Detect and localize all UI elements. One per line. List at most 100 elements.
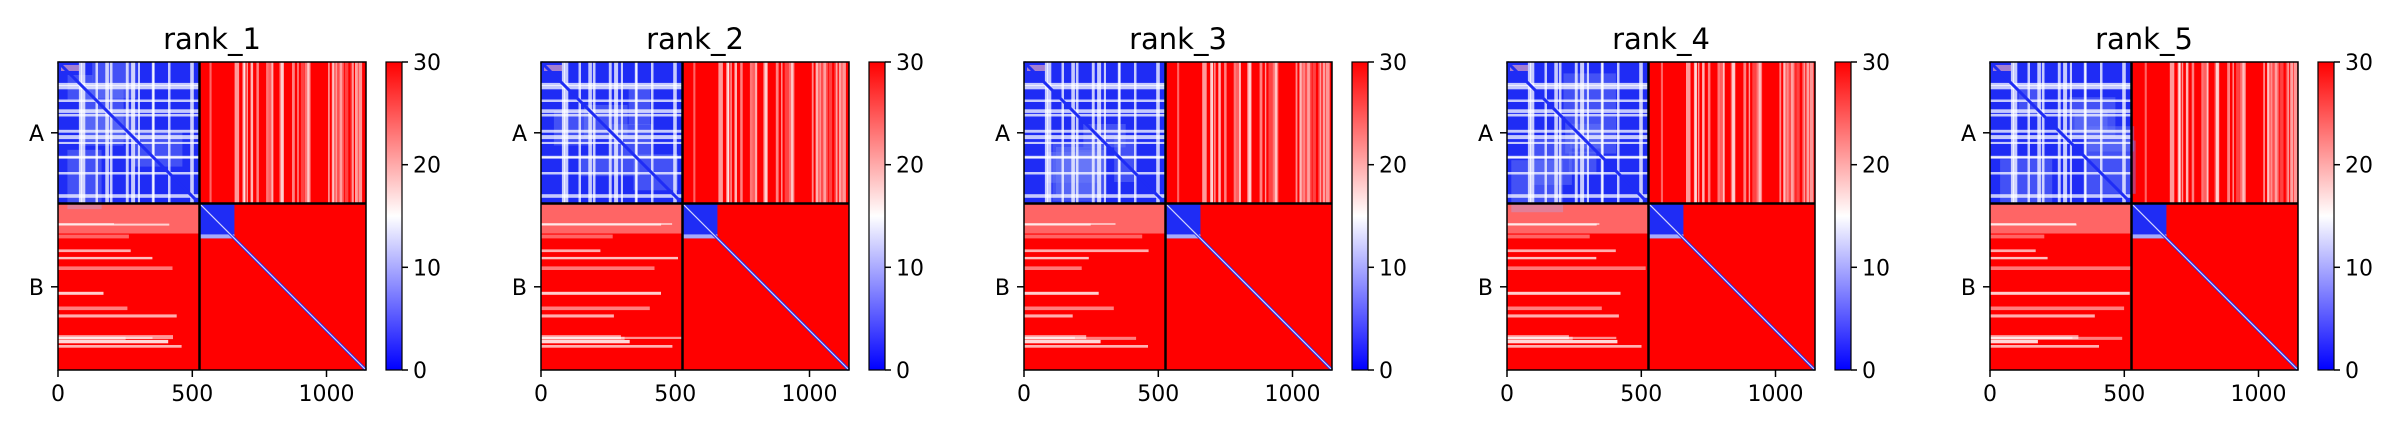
block-a-b-stripe: [266, 62, 269, 204]
x-tick-label: 500: [2103, 382, 2145, 407]
block-b-a-stripe: [1024, 291, 1099, 295]
x-tick-label: 1000: [1748, 382, 1804, 407]
heatmap-panel: rank_1 0 500 1000 A B 0 10 20 30: [29, 22, 441, 407]
block-a-a-gap-line: [1507, 155, 1649, 159]
block-a-a-gap-line: [58, 85, 200, 90]
block-b-a-stripe: [58, 256, 153, 260]
colorbar-tick-label: 20: [1379, 154, 1407, 179]
block-a-b-stripe: [328, 62, 330, 204]
block-a-b-stripe: [2185, 62, 2189, 204]
block-a-b-stripe: [816, 62, 821, 204]
block-a-a-gap-line: [620, 62, 623, 204]
block-a-a-gap-line: [137, 62, 140, 204]
block-a-b-stripe: [835, 62, 838, 204]
block-a-b-stripe: [2181, 62, 2184, 204]
block-a-b-stripe: [355, 62, 358, 204]
block-b-a-band: [541, 203, 683, 234]
block-a-b-stripe: [1202, 62, 1207, 204]
block-a-b-stripe: [764, 62, 768, 204]
block-b-a-stripe: [541, 223, 673, 225]
block-b-a-stripe: [1990, 234, 2045, 239]
x-tick-label: 1000: [782, 382, 838, 407]
panel-title: rank_1: [163, 22, 261, 56]
heatmap-panel: rank_4 0 500 1000 A B 0 10 20 30: [1478, 22, 1890, 407]
block-b-a-stripe: [541, 291, 661, 295]
block-a-b-stripe: [1693, 62, 1697, 204]
block-a-a-gap-line: [1024, 135, 1166, 140]
block-b-b-domain-edge: [199, 234, 235, 239]
chain-tick-label: B: [995, 276, 1010, 301]
block-a-a-gap-line: [1024, 155, 1166, 159]
block-a-a-gap-line: [1507, 85, 1649, 90]
block-a-b-stripe: [1732, 62, 1736, 204]
block-b-a-stripe: [1024, 249, 1149, 253]
block-a-b-stripe: [339, 62, 345, 204]
block-a-b-stripe: [1707, 62, 1711, 204]
block-a-b-stripe: [2290, 62, 2294, 204]
block-a-b-stripe: [1756, 62, 1760, 204]
panel-title: rank_5: [2095, 22, 2193, 56]
block-a-b-stripe: [2227, 62, 2230, 204]
block-a-a-gap-line: [2100, 62, 2103, 204]
block-a-a-gap-line: [541, 141, 683, 144]
block-a-a-gap-line: [58, 141, 200, 144]
block-a-b-stripe: [1660, 62, 1663, 204]
block-a-b-stripe: [2169, 62, 2175, 204]
x-tick-label: 1000: [299, 382, 355, 407]
block-a-b-stripe: [2191, 62, 2195, 204]
block-a-a-gap-line: [58, 135, 200, 140]
block-b-a-band: [1024, 203, 1166, 234]
chain-tick-label: A: [1961, 122, 1976, 147]
block-a-b-stripe: [271, 62, 274, 204]
block-b-a-stripe: [541, 314, 614, 318]
block-a-a-gap-line: [1117, 62, 1121, 204]
block-a-b-stripe: [838, 62, 842, 204]
block-a-b-stripe: [339, 62, 343, 204]
block-a-a-gap-line: [541, 135, 683, 140]
block-a-a-gap-line: [190, 62, 194, 204]
block-a-a-texture: [1532, 139, 1572, 185]
block-a-a-gap-line: [1024, 109, 1166, 113]
colorbar-tick-label: 30: [896, 51, 924, 76]
colorbar: [2317, 61, 2335, 371]
block-a-a-gap-line: [1990, 141, 2132, 144]
block-b-a-stripe: [58, 336, 153, 339]
block-b-b-domain-edge: [1165, 234, 1201, 239]
block-a-b-stripe: [1322, 62, 1326, 204]
block-a-a-gap-line: [1554, 62, 1558, 204]
block-a-b-stripe: [1326, 62, 1330, 204]
block-a-a-gap-line: [578, 62, 581, 204]
colorbar-tick-label: 0: [1379, 359, 1393, 384]
block-a-b-stripe: [1806, 62, 1810, 204]
colorbar-tick-label: 10: [413, 256, 441, 281]
block-a-b-stripe: [828, 62, 833, 204]
block-a-a-gap-line: [541, 194, 683, 198]
block-a-b-stripe: [815, 62, 818, 204]
block-a-a-gap-line: [1156, 62, 1160, 204]
block-a-b-stripe: [792, 62, 795, 204]
block-a-a-gap-line: [58, 113, 200, 117]
block-b-a-stripe: [1990, 291, 2130, 295]
block-b-a-stripe: [1024, 314, 1073, 318]
block-a-b-stripe: [2274, 62, 2280, 204]
block-a-b-stripe: [1809, 62, 1814, 204]
block-b-a-stripe: [58, 339, 169, 344]
block-a-b-stripe: [300, 62, 305, 204]
colorbar-tick-label: 0: [2345, 359, 2359, 384]
colorbar-tick-label: 10: [2345, 256, 2373, 281]
block-b-a-stripe: [1024, 345, 1148, 348]
block-a-a-gap-line: [1990, 109, 2132, 113]
block-b-a-stripe: [1507, 345, 1642, 348]
colorbar-tick-label: 0: [1862, 359, 1876, 384]
block-a-b-stripe: [2236, 62, 2240, 204]
heatmap-panel: rank_3 0 500 1000 A B 0 10 20 30: [995, 22, 1407, 407]
block-a-a-gap-line: [58, 172, 200, 175]
block-a-b-stripe: [1233, 62, 1237, 204]
diagonal-highlight: [199, 203, 367, 371]
block-a-a-gap-line: [58, 99, 200, 102]
block-a-b-stripe: [1210, 62, 1213, 204]
block-a-b-stripe: [775, 62, 779, 204]
block-a-b-stripe: [1300, 62, 1305, 204]
block-a-b-stripe: [242, 62, 246, 204]
block-a-a-gap-line: [1990, 194, 2132, 198]
